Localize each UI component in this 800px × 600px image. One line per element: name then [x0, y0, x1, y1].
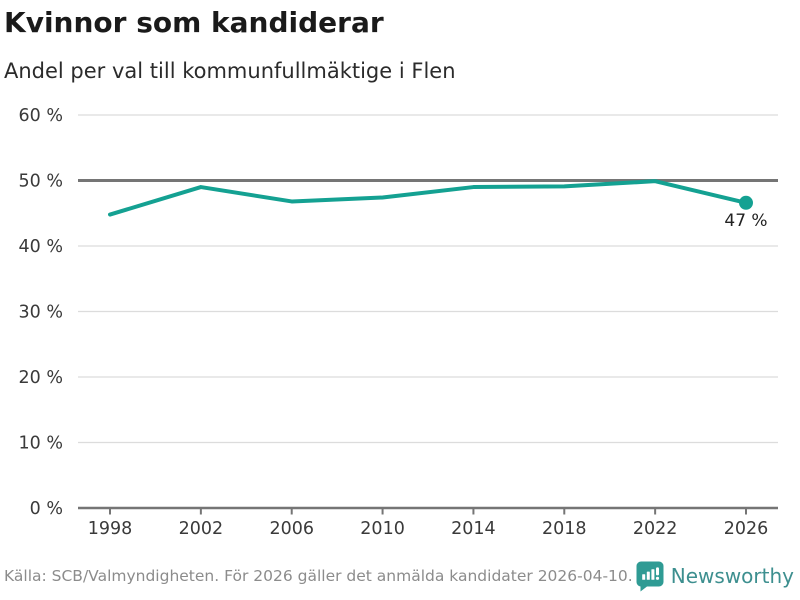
- line-chart: 0 % 10 % 20 % 30 % 40 % 50 % 60 % 1998 2002 2006 2…: [19, 106, 778, 539]
- brand-name: Newsworthy: [670, 564, 794, 588]
- chart-title: Kvinnor som kandiderar: [4, 6, 384, 39]
- y-tick-label: 10 %: [19, 434, 63, 454]
- x-tick-label: 2022: [633, 519, 678, 539]
- x-tick-label: 2006: [269, 519, 314, 539]
- x-tick-label: 1998: [88, 519, 133, 539]
- y-tick-label: 0 %: [30, 499, 63, 519]
- chart-footer: Källa: SCB/Valmyndigheten. För 2026 gäll…: [0, 558, 800, 600]
- y-tick-label: 60 %: [19, 106, 63, 126]
- newsworthy-logo: Newsworthy: [636, 561, 794, 592]
- chart-subtitle: Andel per val till kommunfullmäktige i F…: [4, 59, 456, 83]
- x-tick-label: 2014: [451, 519, 496, 539]
- x-tick-label: 2002: [179, 519, 224, 539]
- source-note: Källa: SCB/Valmyndigheten. För 2026 gäll…: [4, 567, 633, 585]
- y-tick-label: 20 %: [19, 368, 63, 388]
- y-tick-label: 40 %: [19, 237, 63, 257]
- x-tick-label: 2026: [724, 519, 769, 539]
- y-tick-label: 50 %: [19, 172, 63, 192]
- newsworthy-icon: [636, 561, 664, 591]
- end-dot: [739, 195, 753, 210]
- end-value-label: 47 %: [724, 211, 767, 231]
- x-tick-label: 2010: [360, 519, 405, 539]
- x-tick-label: 2018: [542, 519, 587, 539]
- data-line: [108, 179, 748, 217]
- y-tick-label: 30 %: [19, 303, 63, 323]
